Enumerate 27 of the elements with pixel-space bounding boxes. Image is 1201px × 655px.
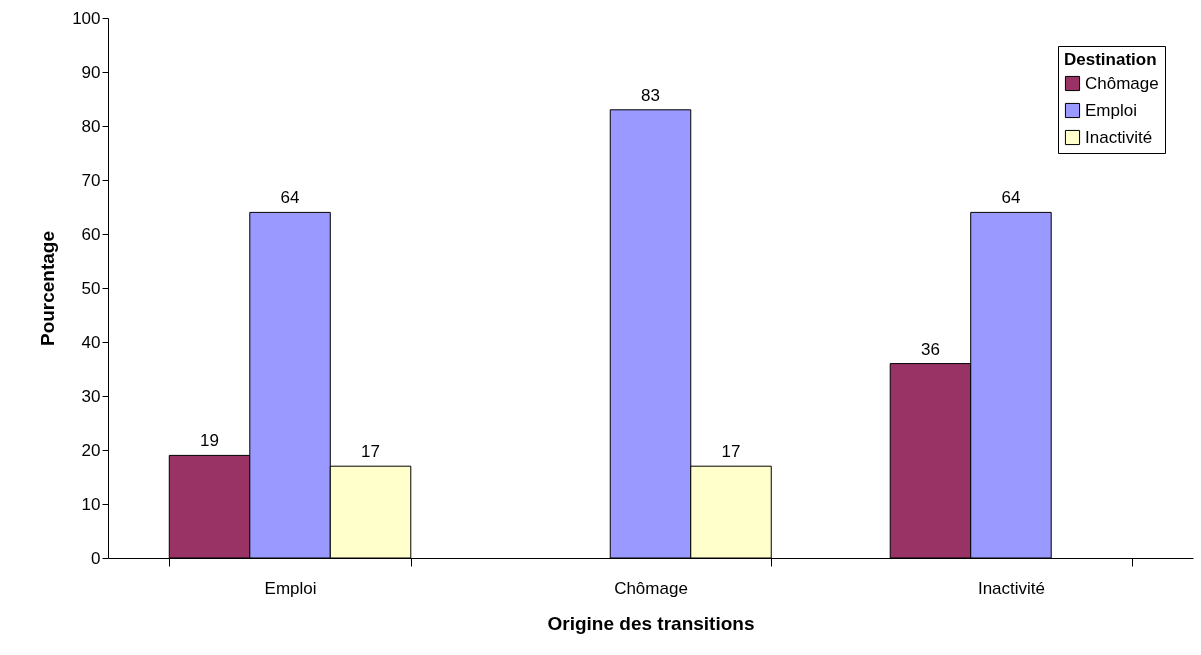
- y-tick-label: 70: [81, 170, 101, 190]
- y-tick-label: 90: [81, 62, 101, 82]
- y-axis-title: Pourcentage: [37, 230, 59, 347]
- y-tick-label: 60: [81, 224, 101, 244]
- data-label: 64: [1001, 188, 1021, 208]
- data-label: 17: [721, 442, 741, 462]
- legend-label: Chômage: [1085, 73, 1159, 93]
- y-tick-label: 80: [81, 116, 101, 136]
- data-label: 64: [280, 188, 300, 208]
- x-axis-title: Origine des transitions: [547, 612, 755, 634]
- x-tick-label: Inactivité: [977, 578, 1046, 598]
- y-tick-label: 20: [81, 440, 101, 460]
- y-tick-label: 50: [81, 278, 101, 298]
- x-tick-label: Chômage: [614, 578, 688, 598]
- x-tick-label: Emploi: [264, 578, 317, 598]
- legend-label: Inactivité: [1085, 127, 1153, 147]
- data-label: 19: [200, 431, 219, 451]
- y-tick-label: 40: [81, 332, 101, 352]
- y-tick-label: 10: [81, 494, 101, 514]
- data-label: 17: [361, 442, 380, 462]
- data-label: 36: [921, 339, 940, 359]
- legend-label: Emploi: [1085, 100, 1137, 120]
- y-tick-label: 30: [81, 386, 101, 406]
- y-tick-label: 0: [91, 548, 101, 568]
- legend-title: Destination: [1064, 50, 1157, 69]
- y-tick-label: 100: [72, 8, 101, 28]
- data-label: 83: [641, 85, 660, 105]
